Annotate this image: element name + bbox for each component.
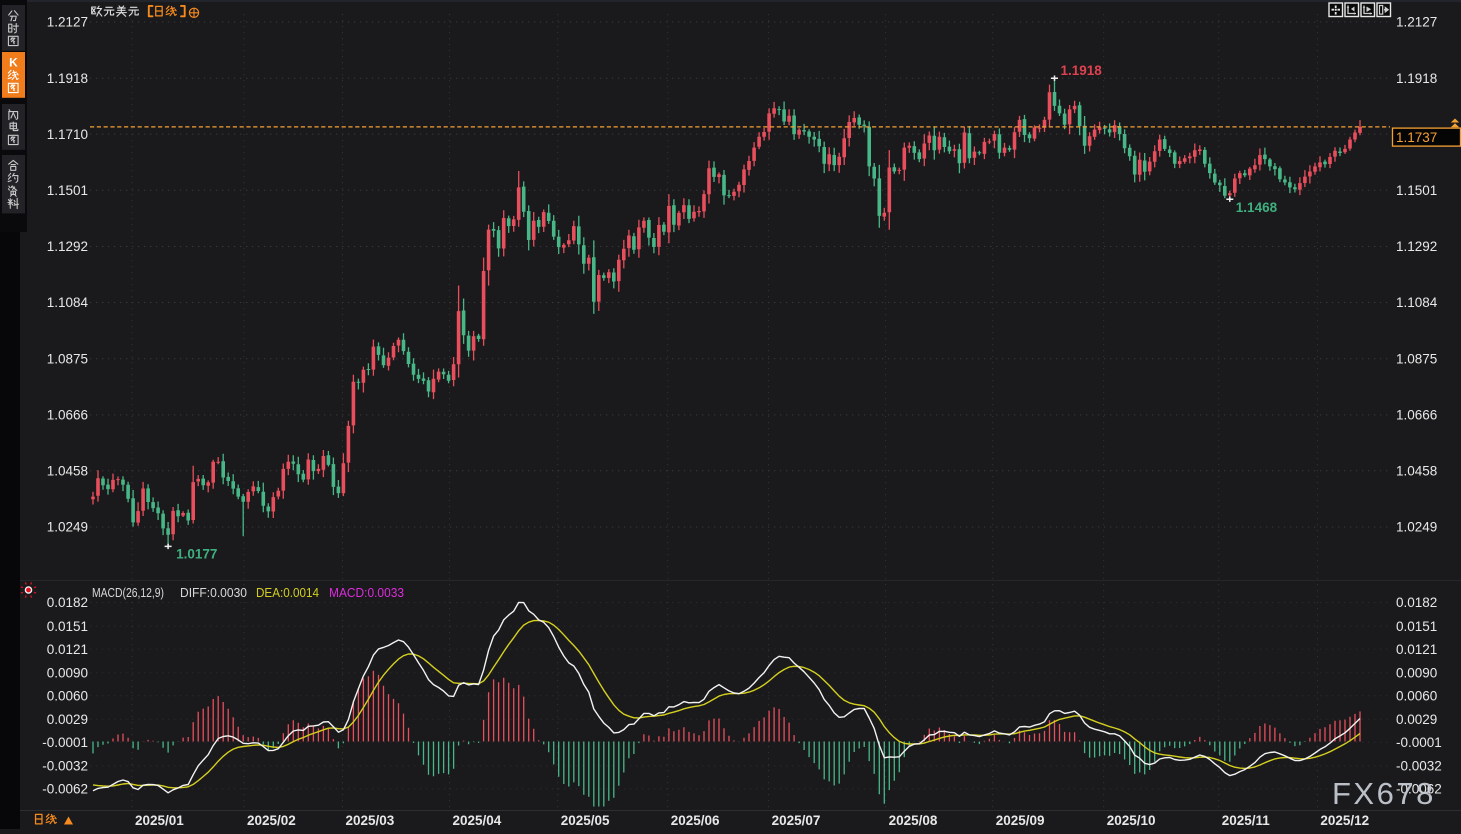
svg-text:0.0151: 0.0151: [1396, 619, 1437, 634]
svg-text:2025/04: 2025/04: [453, 813, 502, 828]
svg-text:1.1737: 1.1737: [1396, 130, 1437, 145]
svg-text:1.0177: 1.0177: [176, 546, 217, 561]
svg-text:FX678: FX678: [1332, 776, 1436, 811]
svg-text:2025/03: 2025/03: [346, 813, 395, 828]
svg-text:MACD(26,12,9): MACD(26,12,9): [92, 585, 164, 600]
svg-text:1.0458: 1.0458: [47, 464, 88, 479]
svg-text:0.0121: 0.0121: [1396, 642, 1437, 657]
svg-text:0.0182: 0.0182: [47, 595, 88, 610]
svg-text:1.0666: 1.0666: [47, 408, 88, 423]
svg-text:2025/09: 2025/09: [996, 813, 1045, 828]
svg-text:0.0029: 0.0029: [47, 712, 88, 727]
svg-text:1.2127: 1.2127: [47, 15, 88, 30]
svg-text:1.1292: 1.1292: [1396, 239, 1437, 254]
svg-text:0.0121: 0.0121: [47, 642, 88, 657]
svg-text:0.0182: 0.0182: [1396, 595, 1437, 610]
svg-text:1.1084: 1.1084: [47, 295, 89, 310]
svg-text:1.2127: 1.2127: [1396, 15, 1437, 30]
svg-text:DIFF:0.0030: DIFF:0.0030: [180, 585, 247, 600]
svg-text:0.0060: 0.0060: [1396, 688, 1437, 703]
svg-text:-0.0001: -0.0001: [1396, 735, 1442, 750]
svg-text:1.1710: 1.1710: [47, 127, 88, 142]
svg-text:1.1501: 1.1501: [1396, 183, 1437, 198]
svg-text:0.0090: 0.0090: [47, 665, 88, 680]
svg-text:1.1292: 1.1292: [47, 239, 88, 254]
svg-text:-0.0032: -0.0032: [42, 759, 88, 774]
svg-text:0.0060: 0.0060: [47, 688, 88, 703]
svg-text:-0.0062: -0.0062: [42, 782, 88, 797]
svg-text:0.0151: 0.0151: [47, 619, 88, 634]
svg-text:-0.0032: -0.0032: [1396, 759, 1442, 774]
svg-text:1.0875: 1.0875: [1396, 351, 1437, 366]
svg-text:1.0875: 1.0875: [47, 351, 88, 366]
svg-text:2025/12: 2025/12: [1320, 813, 1369, 828]
svg-text:0.0029: 0.0029: [1396, 712, 1437, 727]
svg-text:-0.0001: -0.0001: [42, 735, 88, 750]
svg-text:2025/02: 2025/02: [247, 813, 296, 828]
svg-text:1.1918: 1.1918: [1061, 63, 1103, 78]
svg-text:1.1918: 1.1918: [47, 71, 88, 86]
svg-text:MACD:0.0033: MACD:0.0033: [329, 585, 404, 600]
svg-text:1.0249: 1.0249: [47, 520, 88, 535]
svg-text:1.0249: 1.0249: [1396, 520, 1437, 535]
svg-text:2025/01: 2025/01: [135, 813, 184, 828]
svg-text:2025/07: 2025/07: [772, 813, 821, 828]
svg-text:2025/06: 2025/06: [671, 813, 720, 828]
svg-text:DEA:0.0014: DEA:0.0014: [256, 585, 319, 600]
svg-text:0.0090: 0.0090: [1396, 665, 1437, 680]
svg-text:1.1501: 1.1501: [47, 183, 88, 198]
svg-text:-0.0062: -0.0062: [1396, 782, 1442, 797]
svg-text:2025/11: 2025/11: [1222, 813, 1271, 828]
svg-text:K: K: [9, 56, 18, 70]
svg-text:1.1468: 1.1468: [1236, 200, 1278, 215]
svg-text:1.1918: 1.1918: [1396, 71, 1437, 86]
svg-text:1.0666: 1.0666: [1396, 408, 1437, 423]
svg-text:1.0458: 1.0458: [1396, 464, 1437, 479]
svg-text:2025/08: 2025/08: [889, 813, 938, 828]
svg-text:2025/05: 2025/05: [561, 813, 610, 828]
svg-text:1.1084: 1.1084: [1396, 295, 1438, 310]
svg-text:2025/10: 2025/10: [1107, 813, 1156, 828]
